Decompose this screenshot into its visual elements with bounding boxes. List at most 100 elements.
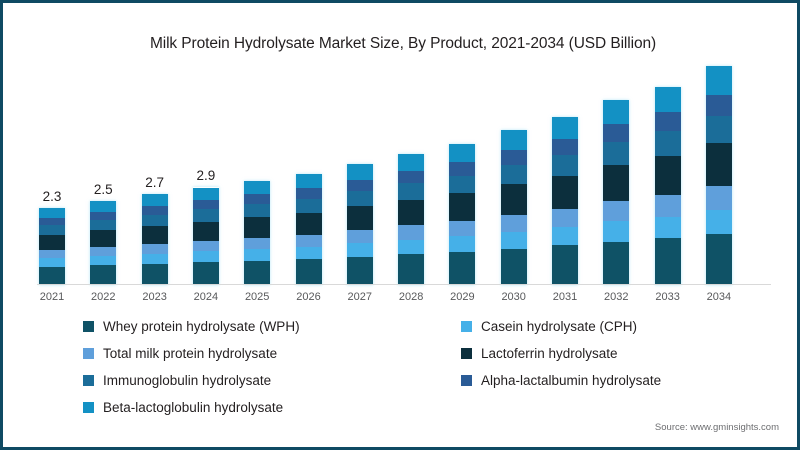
stacked-bar[interactable] bbox=[244, 180, 271, 285]
bar-segment[interactable] bbox=[654, 216, 681, 239]
bar-segment[interactable] bbox=[244, 237, 271, 250]
bar-segment[interactable] bbox=[705, 66, 732, 95]
stacked-bar[interactable] bbox=[141, 194, 168, 285]
bar-segment[interactable] bbox=[295, 234, 322, 247]
bar-segment[interactable] bbox=[90, 230, 117, 247]
bar-group[interactable] bbox=[552, 63, 578, 285]
bar-segment[interactable] bbox=[39, 207, 65, 218]
bar-segment[interactable] bbox=[141, 214, 168, 226]
bar-segment[interactable] bbox=[192, 262, 219, 285]
bar-group[interactable]: 2.9 bbox=[192, 63, 219, 285]
bar-segment[interactable] bbox=[552, 208, 578, 227]
bar-segment[interactable] bbox=[192, 251, 219, 263]
bar-segment[interactable] bbox=[500, 130, 527, 151]
bar-group[interactable] bbox=[654, 63, 681, 285]
bar-segment[interactable] bbox=[449, 220, 476, 237]
bar-group[interactable] bbox=[449, 63, 476, 285]
bar-segment[interactable] bbox=[141, 194, 168, 207]
bar-segment[interactable] bbox=[398, 225, 425, 240]
legend-item[interactable]: Casein hydrolysate (CPH) bbox=[461, 313, 661, 340]
bar-segment[interactable] bbox=[295, 199, 322, 213]
bar-group[interactable] bbox=[705, 63, 732, 285]
bar-segment[interactable] bbox=[39, 225, 65, 235]
bar-group[interactable]: 2.5 bbox=[90, 63, 117, 285]
bar-segment[interactable] bbox=[449, 175, 476, 194]
bar-segment[interactable] bbox=[346, 243, 373, 257]
bar-segment[interactable] bbox=[141, 206, 168, 215]
bar-segment[interactable] bbox=[603, 141, 630, 165]
bar-segment[interactable] bbox=[90, 265, 117, 285]
bar-segment[interactable] bbox=[449, 251, 476, 285]
bar-segment[interactable] bbox=[90, 246, 117, 257]
stacked-bar[interactable] bbox=[398, 153, 425, 285]
bar-segment[interactable] bbox=[244, 180, 271, 195]
bar-segment[interactable] bbox=[552, 245, 578, 285]
bar-segment[interactable] bbox=[295, 258, 322, 285]
bar-segment[interactable] bbox=[654, 194, 681, 217]
stacked-bar[interactable] bbox=[552, 116, 578, 285]
bar-segment[interactable] bbox=[705, 94, 732, 116]
bar-segment[interactable] bbox=[295, 212, 322, 235]
bar-segment[interactable] bbox=[346, 163, 373, 180]
stacked-bar[interactable] bbox=[346, 163, 373, 285]
legend-item[interactable]: Whey protein hydrolysate (WPH) bbox=[83, 313, 300, 340]
bar-segment[interactable] bbox=[90, 219, 117, 231]
bar-segment[interactable] bbox=[244, 249, 271, 261]
bar-segment[interactable] bbox=[398, 199, 425, 226]
legend-item[interactable]: Beta-lactoglobulin hydrolysate bbox=[83, 394, 300, 421]
bar-segment[interactable] bbox=[295, 174, 322, 189]
legend-item[interactable]: Total milk protein hydrolysate bbox=[83, 340, 300, 367]
bar-segment[interactable] bbox=[192, 240, 219, 252]
bar-group[interactable] bbox=[295, 63, 322, 285]
bar-segment[interactable] bbox=[603, 164, 630, 201]
bar-segment[interactable] bbox=[552, 116, 578, 139]
stacked-bar[interactable] bbox=[654, 86, 681, 285]
bar-segment[interactable] bbox=[90, 256, 117, 266]
bar-segment[interactable] bbox=[192, 187, 219, 201]
bar-segment[interactable] bbox=[654, 112, 681, 132]
bar-segment[interactable] bbox=[705, 142, 732, 186]
bar-segment[interactable] bbox=[39, 266, 65, 285]
bar-group[interactable] bbox=[603, 63, 630, 285]
bar-segment[interactable] bbox=[449, 162, 476, 176]
legend-item[interactable]: Immunoglobulin hydrolysate bbox=[83, 367, 300, 394]
bar-segment[interactable] bbox=[346, 256, 373, 285]
bar-segment[interactable] bbox=[90, 200, 117, 212]
bar-segment[interactable] bbox=[654, 86, 681, 113]
stacked-bar[interactable] bbox=[39, 207, 65, 285]
bar-segment[interactable] bbox=[552, 138, 578, 155]
bar-segment[interactable] bbox=[141, 243, 168, 254]
bar-segment[interactable] bbox=[500, 231, 527, 249]
bar-segment[interactable] bbox=[449, 143, 476, 163]
bar-segment[interactable] bbox=[552, 227, 578, 246]
bar-segment[interactable] bbox=[603, 100, 630, 125]
bar-segment[interactable] bbox=[398, 170, 425, 184]
bar-group[interactable] bbox=[244, 63, 271, 285]
stacked-bar[interactable] bbox=[603, 100, 630, 285]
bar-segment[interactable] bbox=[39, 234, 65, 250]
bar-segment[interactable] bbox=[705, 233, 732, 285]
bar-segment[interactable] bbox=[141, 253, 168, 264]
bar-segment[interactable] bbox=[192, 221, 219, 241]
bar-segment[interactable] bbox=[654, 156, 681, 195]
bar-segment[interactable] bbox=[705, 185, 732, 210]
bar-segment[interactable] bbox=[705, 209, 732, 234]
bar-segment[interactable] bbox=[244, 217, 271, 238]
bar-group[interactable]: 2.3 bbox=[39, 63, 65, 285]
bar-segment[interactable] bbox=[39, 249, 65, 259]
stacked-bar[interactable] bbox=[295, 174, 322, 285]
bar-segment[interactable] bbox=[192, 200, 219, 210]
bar-segment[interactable] bbox=[346, 206, 373, 230]
bar-segment[interactable] bbox=[603, 221, 630, 242]
bar-segment[interactable] bbox=[552, 154, 578, 176]
bar-group[interactable]: 2.7 bbox=[141, 63, 168, 285]
bar-segment[interactable] bbox=[603, 241, 630, 285]
bar-segment[interactable] bbox=[552, 175, 578, 209]
bar-segment[interactable] bbox=[39, 258, 65, 267]
bar-segment[interactable] bbox=[654, 131, 681, 157]
bar-segment[interactable] bbox=[346, 179, 373, 192]
stacked-bar[interactable] bbox=[500, 130, 527, 285]
bar-segment[interactable] bbox=[244, 204, 271, 218]
bar-segment[interactable] bbox=[192, 209, 219, 222]
bar-segment[interactable] bbox=[500, 150, 527, 166]
